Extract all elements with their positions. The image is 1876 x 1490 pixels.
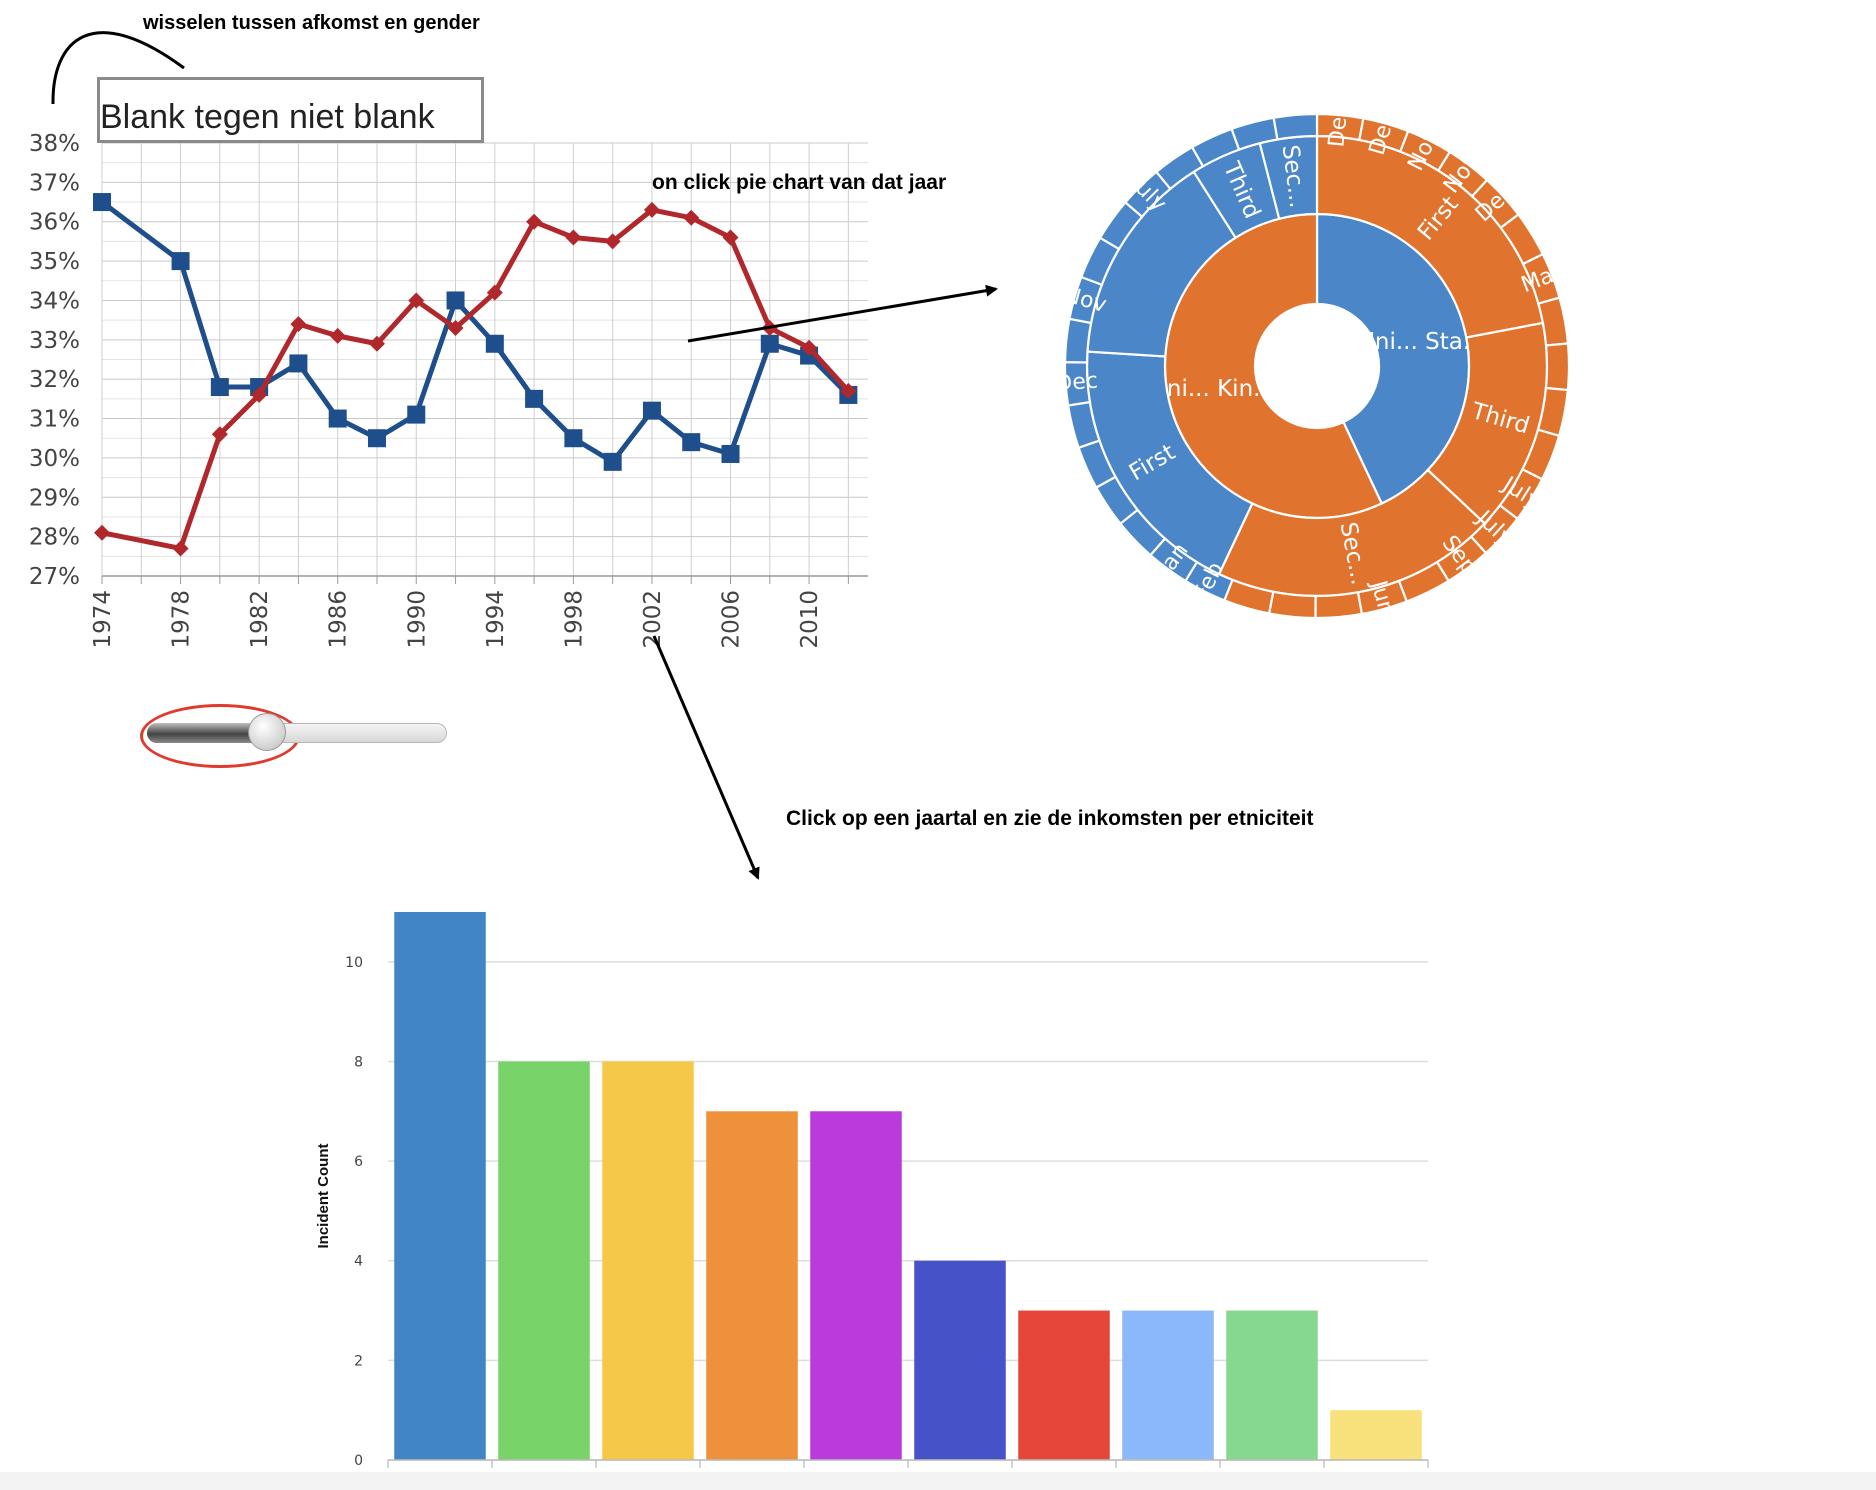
bar [1018,1310,1110,1460]
sunburst-chart[interactable]: Uni... Sta...Uni... Kin...FirstThirdSec.… [1054,104,1571,620]
bar-y-tick-label: 2 [354,1353,363,1369]
line-point [447,320,464,337]
sunburst-label: Dec [1054,369,1098,397]
line-point [94,524,110,541]
line-point [486,284,503,301]
line-y-tick-label: 33% [29,328,80,354]
sunburst-segment [1544,342,1571,392]
line-y-tick-label: 37% [29,170,80,196]
bar [602,1061,694,1460]
line-point [485,334,504,353]
bar-y-tick-label: 10 [345,955,363,971]
line-point [289,354,308,373]
line-point [408,292,425,309]
line-point [564,429,583,448]
line-x-tick-label: 1990 [404,590,430,649]
sunburst-label: Uni... Kin... [1150,376,1275,402]
line-point [171,252,190,271]
line-point [446,291,465,310]
line-y-tick-label: 34% [29,288,80,314]
line-point [407,405,426,424]
bar [914,1260,1006,1460]
slider-thumb[interactable] [248,713,286,751]
view-toggle-box[interactable]: Blank tegen niet blank [97,77,484,143]
bar-y-tick-label: 6 [354,1154,363,1170]
bar [394,912,486,1460]
line-point [328,409,347,428]
line-point [525,389,544,408]
sunburst-label: Uni... Sta... [1358,329,1485,355]
line-y-tick-label: 35% [29,249,80,275]
line-y-tick-label: 31% [29,407,80,433]
line-x-tick-label: 2010 [797,590,823,649]
view-toggle-label: Blank tegen niet blank [100,98,435,136]
sunburst-segment [1267,590,1317,620]
line-point [643,201,660,218]
bar [1330,1410,1422,1460]
line-x-tick-label: 2002 [640,590,666,649]
line-point [721,444,740,463]
line-x-tick-label: 1982 [247,590,273,649]
line-y-tick-label: 27% [29,564,80,590]
line-y-tick-label: 32% [29,367,80,393]
line-y-tick-label: 28% [29,525,80,551]
line-point [840,382,857,399]
line-y-tick-label: 38% [29,131,80,157]
line-point [642,401,661,420]
bar-y-tick-label: 4 [354,1254,363,1270]
pie-arrow [687,284,998,343]
line-point [211,426,228,443]
line-point [93,193,111,212]
line-x-tick-label: 1998 [561,590,587,649]
line-x-tick-label: 1974 [90,590,116,649]
line-point [526,213,543,230]
line-chart[interactable]: 27% 28% 29% 30% 31% 32% 33% 34% 35% 36% 37% 38% 1974… [29,131,868,649]
line-point [801,339,818,356]
line-point [683,209,700,226]
line-point [604,233,621,250]
sunburst-segment [1314,591,1364,620]
bar [810,1111,902,1460]
bar-y-tick-label: 0 [354,1453,363,1469]
line-point [329,327,346,344]
line-point [565,229,582,246]
bar-y-tick-label: 8 [354,1054,363,1070]
toggle-annotation-text: wisselen tussen afkomst en gender [142,12,480,34]
line-point [367,429,386,448]
line-x-tick-label: 1994 [483,590,509,649]
bar [706,1111,798,1460]
bar-chart[interactable]: 0 2 4 6 8 10 Incident Count [315,912,1429,1469]
line-y-tick-label: 36% [29,210,80,236]
line-x-tick-label: 1978 [169,590,195,649]
line-point [210,378,229,397]
sunburst-hole [1257,306,1377,426]
line-y-tick-label: 30% [29,446,80,472]
sunburst-label: Dec [1324,104,1353,149]
line-point [722,229,739,246]
sunburst-segment [1272,112,1319,141]
bar-annotation-text: Click op een jaartal en zie de inkomsten… [786,807,1314,830]
line-point [760,334,779,353]
slider-fill [147,723,267,743]
line-x-tick-label: 2006 [719,590,745,649]
bar [1226,1310,1318,1460]
bar-arrow [652,635,760,880]
line-point [603,452,622,471]
line-x-tick-label: 1986 [326,590,352,649]
pie-annotation-text: on click pie chart van dat jaar [652,171,946,194]
line-point [251,386,268,403]
line-point [172,540,189,557]
bar [498,1061,590,1460]
bottom-shadow [0,1472,1876,1490]
sunburst-segment [1063,317,1093,364]
bar [1122,1310,1214,1460]
year-slider[interactable] [147,713,447,751]
toggle-annotation-curve [51,31,185,105]
line-point [290,316,307,333]
line-y-tick-label: 29% [29,485,80,511]
line-point [682,433,701,452]
bar-y-axis-label: Incident Count [315,1144,332,1249]
line-point [368,335,385,352]
